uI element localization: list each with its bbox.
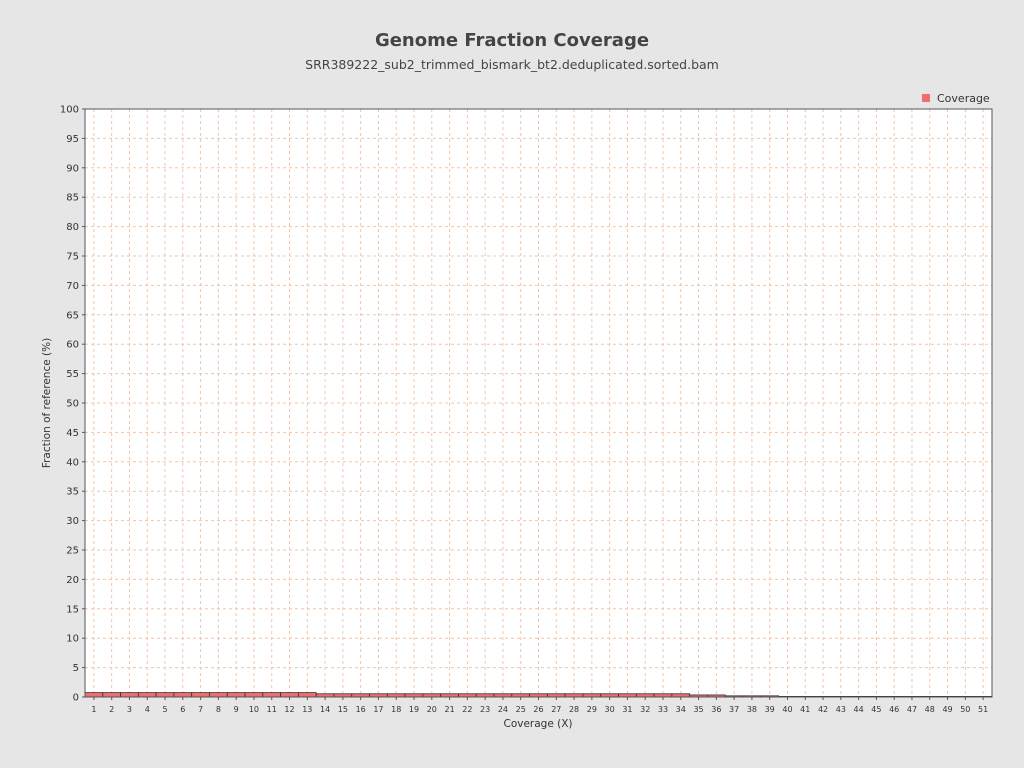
- x-tick-label: 8: [216, 705, 221, 714]
- y-tick-label: 85: [66, 193, 79, 204]
- x-tick-label: 47: [907, 705, 917, 714]
- x-tick-label: 32: [640, 705, 650, 714]
- x-tick-label: 30: [605, 705, 615, 714]
- y-tick-label: 95: [66, 134, 79, 145]
- x-tick-label: 39: [765, 705, 775, 714]
- x-tick-label: 11: [267, 705, 277, 714]
- y-tick-label: 100: [60, 105, 79, 116]
- y-tick-label: 0: [73, 693, 79, 704]
- x-tick-label: 24: [498, 705, 508, 714]
- y-tick-label: 65: [66, 310, 79, 321]
- x-tick-label: 28: [569, 705, 579, 714]
- bar-3: [120, 692, 139, 698]
- x-tick-label: 31: [622, 705, 632, 714]
- y-tick-label: 40: [66, 457, 79, 468]
- legend-label-coverage: Coverage: [937, 92, 990, 105]
- x-tick-label: 26: [533, 705, 543, 714]
- x-tick-label: 25: [516, 705, 526, 714]
- bar-10: [244, 692, 264, 698]
- y-tick-label: 30: [66, 516, 79, 527]
- y-tick-label: 80: [66, 222, 79, 233]
- y-tick-label: 75: [66, 252, 79, 263]
- x-tick-label: 16: [356, 705, 366, 714]
- y-tick-label: 50: [66, 399, 79, 410]
- x-tick-label: 10: [249, 705, 259, 714]
- y-tick-label: 90: [66, 163, 79, 174]
- x-tick-label: 18: [391, 705, 401, 714]
- x-tick-label: 23: [480, 705, 490, 714]
- x-tick-label: 38: [747, 705, 757, 714]
- y-tick-label: 70: [66, 281, 79, 292]
- y-tick-label: 15: [66, 604, 79, 615]
- x-tick-label: 42: [818, 705, 828, 714]
- x-tick-label: 4: [145, 705, 150, 714]
- x-tick-label: 29: [587, 705, 597, 714]
- x-tick-label: 45: [871, 705, 881, 714]
- x-tick-label: 44: [854, 705, 864, 714]
- y-tick-label: 25: [66, 546, 79, 557]
- x-tick-label: 14: [320, 705, 330, 714]
- x-axis-label: Coverage (X): [503, 718, 572, 730]
- x-tick-label: 2: [109, 705, 114, 714]
- x-tick-label: 1: [91, 705, 96, 714]
- x-tick-label: 3: [127, 705, 132, 714]
- x-tick-label: 41: [800, 705, 810, 714]
- x-tick-label: 15: [338, 705, 348, 714]
- x-tick-label: 33: [658, 705, 668, 714]
- bar-8: [209, 692, 228, 698]
- bar-9: [226, 692, 246, 698]
- bar-11: [262, 692, 282, 698]
- x-tick-label: 35: [693, 705, 703, 714]
- x-tick-label: 19: [409, 705, 419, 714]
- x-tick-label: 17: [373, 705, 383, 714]
- y-tick-label: 20: [66, 575, 79, 586]
- bar-13: [298, 692, 317, 698]
- legend-swatch-coverage: [922, 94, 930, 102]
- x-tick-label: 48: [925, 705, 935, 714]
- x-tick-label: 46: [889, 705, 899, 714]
- x-tick-label: 13: [302, 705, 312, 714]
- x-tick-label: 43: [836, 705, 846, 714]
- bar-2: [102, 692, 121, 698]
- bar-4: [137, 692, 157, 698]
- y-tick-label: 55: [66, 369, 79, 380]
- y-ticks: 0 5 10 15 20 25 30 35 40 45 50 55 60 65 70 75 80 85 90 95 10…: [60, 105, 85, 704]
- x-tick-label: 34: [676, 705, 686, 714]
- y-tick-label: 60: [66, 340, 79, 351]
- x-tick-label: 6: [180, 705, 185, 714]
- x-tick-label: 36: [711, 705, 721, 714]
- x-tick-label: 27: [551, 705, 561, 714]
- legend: Coverage: [922, 92, 990, 105]
- y-tick-label: 5: [73, 663, 79, 674]
- bar-12: [280, 692, 299, 698]
- x-tick-label: 51: [978, 705, 988, 714]
- chart-subtitle: SRR389222_sub2_trimmed_bismark_bt2.dedup…: [305, 57, 719, 72]
- x-tick-label: 5: [162, 705, 167, 714]
- x-ticks: 1 2 3 4 5 6 7 8 9 10 11 12 13 14 15 16 17 18 19 20 21 22 23 24 2…: [91, 697, 988, 714]
- x-tick-label: 21: [444, 705, 454, 714]
- bar-7: [191, 692, 210, 698]
- y-tick-label: 35: [66, 487, 79, 498]
- x-tick-label: 20: [427, 705, 437, 714]
- x-tick-label: 49: [942, 705, 952, 714]
- y-axis-label: Fraction of reference (%): [41, 338, 53, 468]
- bar-5: [155, 692, 175, 698]
- y-tick-label: 45: [66, 428, 79, 439]
- x-tick-label: 7: [198, 705, 203, 714]
- x-tick-label: 22: [462, 705, 472, 714]
- x-tick-label: 9: [234, 705, 239, 714]
- chart-title: Genome Fraction Coverage: [374, 30, 650, 51]
- x-tick-label: 40: [782, 705, 792, 714]
- bar-6: [173, 692, 193, 698]
- x-tick-label: 12: [284, 705, 294, 714]
- x-tick-label: 37: [729, 705, 739, 714]
- bar-1: [84, 692, 104, 698]
- grid: [85, 108, 992, 698]
- y-tick-label: 10: [66, 634, 79, 645]
- x-tick-label: 50: [960, 705, 970, 714]
